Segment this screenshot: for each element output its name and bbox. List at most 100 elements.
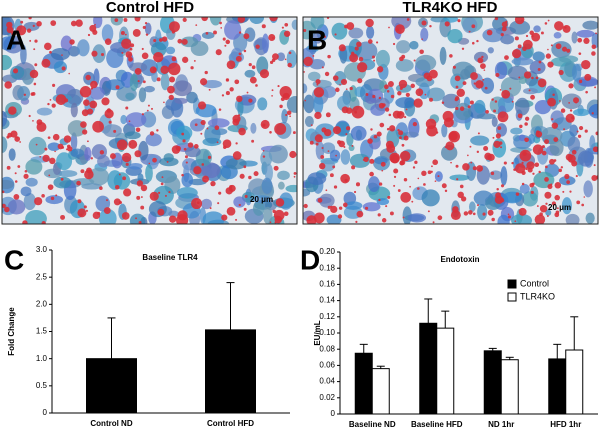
lipid-droplet	[120, 30, 125, 35]
lipid-droplet	[52, 83, 56, 87]
lipid-droplet	[338, 206, 343, 210]
lipid-droplet	[335, 154, 338, 157]
lipid-droplet	[313, 212, 325, 224]
lipid-droplet	[541, 150, 547, 156]
lipid-droplet	[332, 126, 342, 135]
lipid-droplet	[293, 171, 297, 175]
lipid-droplet	[49, 157, 56, 165]
lipid-droplet	[444, 189, 448, 193]
cell	[561, 197, 572, 215]
lipid-droplet	[125, 51, 133, 58]
lipid-droplet	[28, 17, 32, 20]
lipid-droplet	[455, 164, 459, 168]
lipid-droplet	[237, 17, 246, 23]
panel-title: Control HFD	[106, 0, 194, 16]
lipid-droplet	[206, 127, 209, 130]
lipid-droplet	[569, 109, 573, 112]
lipid-droplet	[272, 37, 274, 39]
lipid-droplet	[161, 36, 168, 42]
lipid-droplet	[437, 175, 440, 178]
cell	[201, 198, 212, 210]
y-tick-label: 0.5	[36, 381, 48, 390]
cell	[153, 185, 174, 205]
lipid-droplet	[243, 49, 247, 53]
cell	[441, 123, 448, 138]
lipid-droplet	[104, 38, 112, 45]
lipid-droplet	[80, 169, 85, 174]
lipid-droplet	[226, 60, 236, 70]
lipid-droplet	[319, 93, 323, 97]
lipid-droplet	[448, 131, 458, 141]
lipid-droplet	[315, 78, 321, 85]
cell	[326, 214, 342, 224]
lipid-droplet	[562, 190, 565, 193]
cell	[518, 134, 526, 142]
lipid-droplet	[314, 111, 322, 120]
lipid-droplet	[167, 85, 175, 94]
cell	[286, 96, 297, 113]
cell	[573, 108, 590, 117]
lipid-droplet	[536, 130, 540, 134]
cell	[559, 55, 579, 64]
lipid-droplet	[50, 20, 57, 26]
lipid-droplet	[511, 161, 514, 165]
lipid-droplet	[309, 140, 314, 145]
lipid-droplet	[443, 117, 454, 128]
cell	[368, 176, 380, 193]
lipid-droplet	[455, 106, 459, 111]
lipid-droplet	[404, 116, 407, 119]
lipid-droplet	[49, 98, 52, 101]
lipid-droplet	[207, 155, 212, 160]
lipid-droplet	[405, 108, 408, 111]
lipid-droplet	[214, 125, 220, 131]
lipid-droplet	[399, 150, 411, 162]
lipid-droplet	[181, 132, 185, 136]
lipid-droplet	[91, 50, 98, 57]
lipid-droplet	[468, 30, 471, 33]
cell	[202, 211, 225, 224]
lipid-droplet	[484, 86, 488, 90]
lipid-droplet	[562, 24, 571, 33]
lipid-droplet	[66, 144, 71, 149]
cell	[502, 191, 523, 204]
lipid-droplet	[55, 194, 58, 197]
lipid-droplet	[184, 155, 188, 159]
lipid-droplet	[262, 149, 265, 152]
lipid-droplet	[462, 81, 467, 86]
lipid-droplet	[344, 24, 348, 29]
cell	[181, 172, 194, 188]
lipid-droplet	[235, 55, 242, 62]
lipid-droplet	[427, 170, 432, 175]
lipid-droplet	[157, 191, 161, 194]
lipid-droplet	[324, 71, 330, 77]
cell	[56, 152, 73, 171]
lipid-droplet	[546, 215, 549, 217]
lipid-droplet	[156, 129, 159, 132]
lipid-droplet	[321, 146, 324, 150]
lipid-droplet	[16, 136, 19, 139]
cell	[25, 159, 43, 175]
lipid-droplet	[432, 221, 435, 224]
lipid-droplet	[547, 97, 556, 107]
lipid-droplet	[141, 52, 149, 60]
lipid-droplet	[469, 100, 474, 105]
cell	[106, 48, 124, 68]
lipid-droplet	[517, 113, 523, 119]
lipid-droplet	[373, 134, 378, 139]
lipid-droplet	[491, 217, 495, 222]
cell	[143, 85, 155, 93]
lipid-droplet	[497, 111, 509, 123]
lipid-droplet	[424, 93, 427, 96]
panel-title: TLR4KO HFD	[403, 0, 498, 16]
lipid-droplet	[523, 71, 532, 79]
lipid-droplet	[33, 82, 37, 86]
lipid-droplet	[515, 163, 526, 174]
lipid-droplet	[158, 38, 163, 42]
y-axis-label: Fold Change	[7, 307, 16, 356]
lipid-droplet	[550, 44, 553, 47]
lipid-droplet	[472, 41, 475, 45]
cell	[487, 47, 494, 54]
cell	[511, 57, 534, 66]
lipid-droplet	[353, 190, 357, 194]
